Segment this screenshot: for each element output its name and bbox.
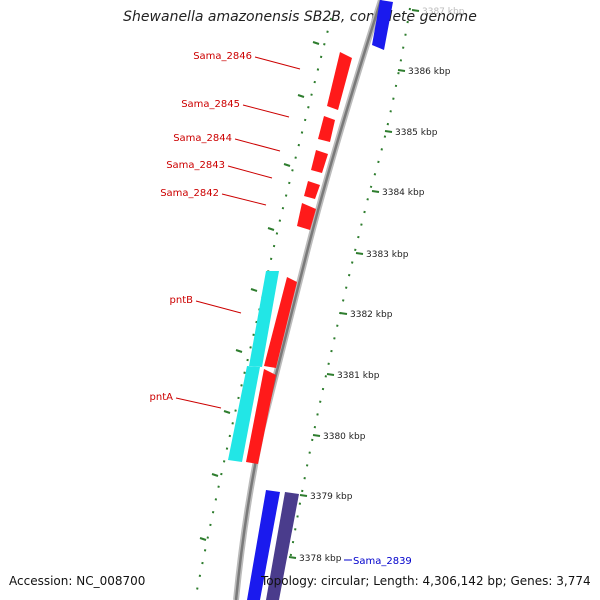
- kbp-tick: [299, 494, 308, 497]
- label-sama-2839: Sama_2839: [353, 556, 412, 567]
- gene-sama-2845[interactable]: [318, 116, 335, 142]
- gene-top-blue[interactable]: [372, 0, 393, 50]
- gene-sama-2846[interactable]: [327, 52, 352, 110]
- gene-sama-2839[interactable]: [247, 490, 299, 600]
- gene-sama-2843[interactable]: [304, 181, 320, 199]
- label-pnta: pntA: [150, 392, 174, 403]
- kbp-tick: [384, 130, 393, 133]
- gene-sama-2844[interactable]: [311, 150, 328, 173]
- kbp-tick: [355, 252, 364, 255]
- kbp-tick-label: 3380 kbp: [323, 432, 366, 442]
- kbp-tick-label: 3379 kbp: [310, 492, 353, 502]
- label-sama-2845: Sama_2845: [181, 99, 240, 110]
- accession-text: Accession: NC_008700: [9, 574, 146, 588]
- kbp-tick: [339, 312, 348, 315]
- gene-sama-2842[interactable]: [297, 203, 316, 230]
- kbp-tick-label: 3387 kbp: [422, 7, 465, 17]
- inner-scale-ticks: [199, 41, 320, 541]
- kbp-tick: [312, 434, 321, 437]
- topology-text: Topology: circular; Length: 4,306,142 bp…: [261, 574, 591, 588]
- kbp-tick-label: 3382 kbp: [350, 310, 393, 320]
- kbp-tick: [288, 556, 297, 559]
- kbp-tick-label: 3386 kbp: [408, 67, 451, 77]
- kbp-tick-label: 3384 kbp: [382, 188, 425, 198]
- kbp-tick: [326, 373, 335, 376]
- kbp-scale-arc: [289, 7, 411, 561]
- label-sama-2842: Sama_2842: [160, 188, 219, 199]
- kbp-tick: [411, 9, 420, 12]
- gene-labels: Sama_2846 Sama_2845 Sama_2844 Sama_2843 …: [150, 51, 412, 567]
- kbp-tick-label: 3383 kbp: [366, 250, 409, 260]
- label-sama-2844: Sama_2844: [173, 133, 232, 144]
- label-pntb: pntB: [170, 295, 194, 306]
- gene-pnta[interactable]: [228, 366, 276, 464]
- label-sama-2843: Sama_2843: [166, 160, 225, 171]
- kbp-tick-label: 3381 kbp: [337, 371, 380, 381]
- genome-backbone: [233, 0, 384, 600]
- kbp-tick: [397, 69, 406, 72]
- gene-pntb[interactable]: [249, 271, 297, 368]
- kbp-tick-label: 3378 kbp: [299, 554, 342, 564]
- kbp-tick: [371, 190, 380, 193]
- kbp-scale: 3387 kbp 3386 kbp 3385 kbp 3384 kbp 3383 kbp…: [288, 7, 465, 564]
- label-sama-2846: Sama_2846: [193, 51, 252, 62]
- kbp-tick-label: 3385 kbp: [395, 128, 438, 138]
